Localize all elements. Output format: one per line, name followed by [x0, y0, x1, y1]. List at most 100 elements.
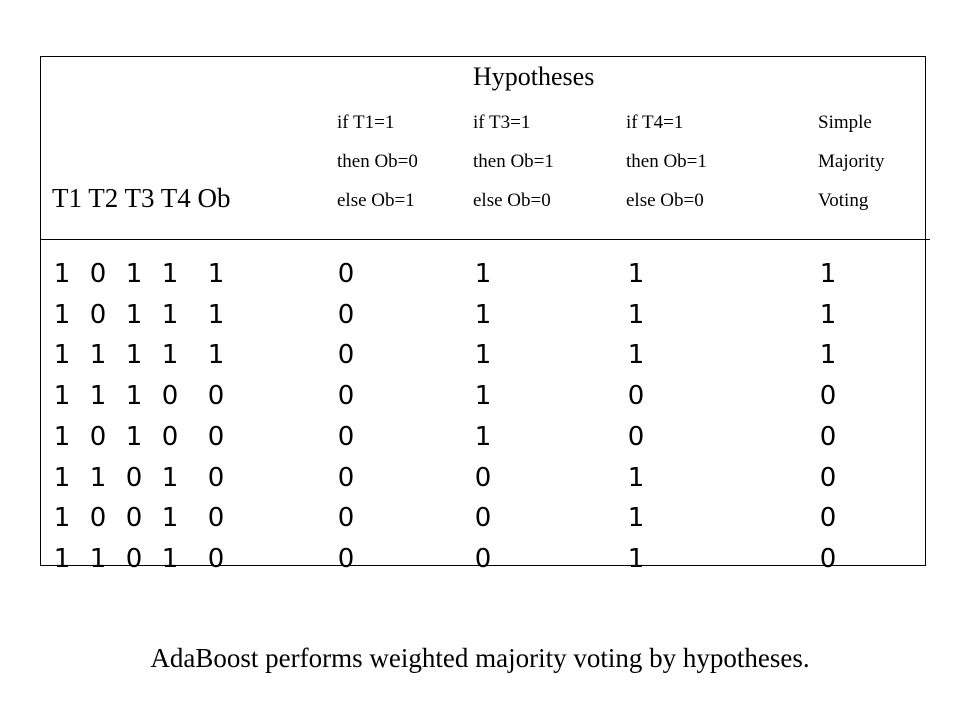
header-divider	[40, 239, 930, 240]
column-header-t1: T1	[52, 183, 89, 213]
hyp4-line2: Majority	[818, 151, 885, 172]
table-cell: 0	[125, 503, 143, 534]
table-cell: 1	[819, 259, 837, 289]
hyp4-line3: Voting	[818, 190, 869, 211]
table-cell: 1	[474, 381, 492, 412]
hyp3-line1: if T4=1	[626, 112, 684, 133]
table-cell: 0	[207, 543, 225, 574]
table-cell: 1	[53, 381, 71, 412]
table-cell: 0	[161, 381, 179, 412]
table-cell: 1	[161, 462, 179, 493]
table-cell: 0	[207, 421, 225, 452]
table-cell: 1	[627, 340, 645, 371]
table-cell: 0	[337, 381, 355, 412]
table-cell: 1	[161, 503, 179, 534]
hyp1-line2: then Ob=0	[337, 151, 418, 172]
table-cell: 1	[125, 259, 143, 289]
table-cell: 0	[89, 503, 107, 534]
table-cell: 0	[627, 421, 645, 452]
table-cell: 0	[337, 259, 355, 289]
table-cell: 1	[161, 259, 179, 289]
table-cell: 0	[819, 503, 837, 534]
table-cell: 1	[819, 299, 837, 330]
table-cell: 0	[161, 421, 179, 452]
table-cell: 0	[207, 503, 225, 534]
table-cell: 1	[53, 462, 71, 493]
table-frame	[40, 56, 926, 566]
table-cell: 0	[125, 543, 143, 574]
table-cell: 0	[474, 503, 492, 534]
hyp3-line2: then Ob=1	[626, 151, 707, 172]
table-cell: 1	[207, 259, 225, 289]
table-cell: 1	[627, 503, 645, 534]
table-cell: 1	[627, 259, 645, 289]
table-cell: 1	[161, 299, 179, 330]
table-cell: 1	[125, 340, 143, 371]
hyp1-line1: if T1=1	[337, 112, 395, 133]
hyp4-line1: Simple	[818, 112, 872, 133]
table-cell: 1	[53, 259, 71, 289]
table-cell: 0	[337, 299, 355, 330]
hyp3-line3: else Ob=0	[626, 190, 704, 211]
table-cell: 0	[819, 543, 837, 574]
column-header-t3: T3	[124, 183, 161, 213]
table-cell: 0	[474, 543, 492, 574]
table-cell: 0	[207, 381, 225, 412]
table-cell: 0	[207, 462, 225, 493]
table-cell: 0	[125, 462, 143, 493]
table-cell: 0	[819, 462, 837, 493]
table-cell: 1	[53, 503, 71, 534]
table-cell: 1	[89, 340, 107, 371]
hyp2-line2: then Ob=1	[473, 151, 554, 172]
table-cell: 1	[125, 381, 143, 412]
table-cell: 1	[53, 421, 71, 452]
table-cell: 0	[337, 421, 355, 452]
table-cell: 1	[89, 381, 107, 412]
table-cell: 1	[474, 299, 492, 330]
table-cell: 0	[89, 421, 107, 452]
table-cell: 1	[627, 462, 645, 493]
table-cell: 1	[125, 299, 143, 330]
table-cell: 0	[89, 299, 107, 330]
table-cell: 0	[819, 421, 837, 452]
table-cell: 0	[337, 543, 355, 574]
table-cell: 1	[627, 299, 645, 330]
table-cell: 1	[819, 340, 837, 371]
table-cell: 0	[474, 462, 492, 493]
hyp2-line1: if T3=1	[473, 112, 531, 133]
table-cell: 0	[627, 381, 645, 412]
table-cell: 1	[474, 421, 492, 452]
table-cell: 1	[161, 340, 179, 371]
column-header-ob: Ob	[197, 183, 231, 213]
table-cell: 1	[207, 299, 225, 330]
table-cell: 1	[627, 543, 645, 574]
table-cell: 1	[89, 462, 107, 493]
table-cell: 1	[53, 543, 71, 574]
table-cell: 0	[89, 259, 107, 289]
hyp2-line3: else Ob=0	[473, 190, 551, 211]
table-cell: 0	[337, 503, 355, 534]
table-cell: 0	[819, 381, 837, 412]
column-header-t4: T4	[160, 183, 198, 213]
table-cell: 1	[207, 340, 225, 371]
table-cell: 1	[53, 340, 71, 371]
caption: AdaBoost performs weighted majority voti…	[150, 643, 810, 673]
table-cell: 1	[474, 340, 492, 371]
hyp1-line3: else Ob=1	[337, 190, 415, 211]
column-header-t2: T2	[88, 183, 125, 213]
table-title: Hypotheses	[473, 62, 595, 91]
table-cell: 1	[53, 299, 71, 330]
table-cell: 0	[337, 462, 355, 493]
table-cell: 1	[161, 543, 179, 574]
table-cell: 1	[89, 543, 107, 574]
table-cell: 0	[337, 340, 355, 371]
table-cell: 1	[125, 421, 143, 452]
